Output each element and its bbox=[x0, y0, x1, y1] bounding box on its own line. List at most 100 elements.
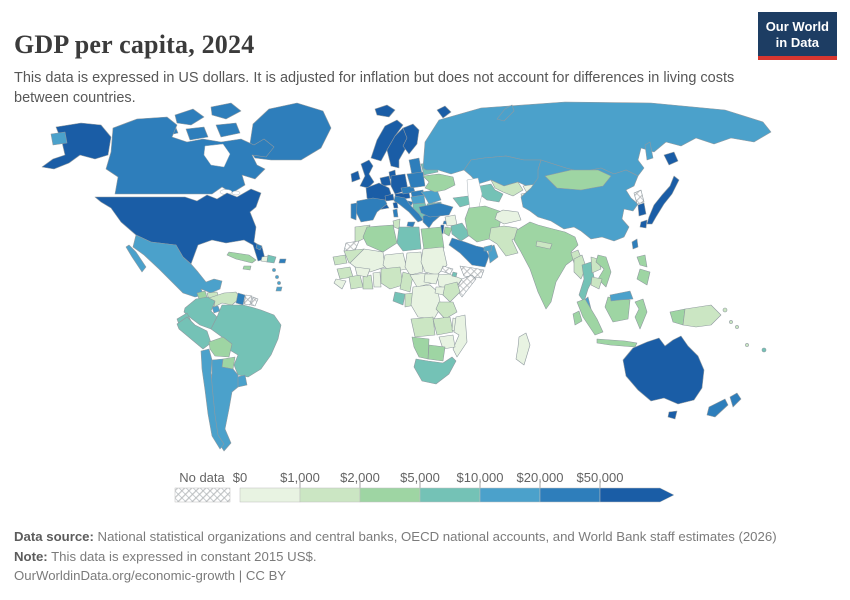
country-malaysia-borneo[interactable] bbox=[609, 290, 634, 302]
country-cameroon[interactable] bbox=[399, 271, 414, 293]
country-cuba[interactable] bbox=[226, 251, 257, 264]
country-canada-arctic[interactable] bbox=[215, 122, 241, 138]
country-northkorea[interactable] bbox=[633, 189, 645, 205]
country-afghanistan[interactable] bbox=[494, 209, 522, 225]
country-italy-sicily[interactable] bbox=[406, 221, 416, 228]
country-nigeria[interactable] bbox=[380, 266, 404, 290]
country-ireland[interactable] bbox=[350, 170, 361, 183]
country-ghana[interactable] bbox=[362, 274, 374, 290]
country-japan-honshu[interactable] bbox=[646, 175, 680, 225]
country-zimbabwe[interactable] bbox=[438, 334, 456, 350]
country-vanuatu[interactable] bbox=[745, 343, 749, 347]
country-png[interactable] bbox=[682, 304, 722, 328]
legend-swatch-bin5[interactable] bbox=[539, 487, 601, 503]
country-indonesia-borneo[interactable] bbox=[604, 296, 631, 323]
country-usa-alaska[interactable] bbox=[41, 122, 112, 170]
country-uzbekistan[interactable] bbox=[490, 179, 524, 197]
country-southkorea[interactable] bbox=[637, 202, 647, 217]
country-egypt[interactable] bbox=[420, 226, 445, 251]
country-portugal[interactable] bbox=[350, 202, 358, 221]
country-southsudan[interactable] bbox=[423, 273, 440, 285]
legend-swatch-bin6-arrow[interactable] bbox=[599, 487, 675, 503]
country-indonesia-sulawesi[interactable] bbox=[634, 298, 648, 330]
legend-swatch-bin0[interactable] bbox=[239, 487, 301, 503]
country-poland[interactable] bbox=[406, 171, 426, 189]
country-cambodia[interactable] bbox=[590, 276, 603, 290]
country-mexico[interactable] bbox=[132, 234, 223, 298]
owid-url-link[interactable]: OurWorldinData.org/economic-growth bbox=[14, 568, 236, 584]
country-indonesia-sumatra[interactable] bbox=[576, 298, 604, 336]
country-tanzania[interactable] bbox=[435, 301, 458, 320]
country-chile[interactable] bbox=[200, 348, 225, 450]
country-jordan[interactable] bbox=[443, 226, 453, 237]
country-jamaica[interactable] bbox=[242, 265, 252, 271]
country-guyana[interactable] bbox=[235, 292, 246, 306]
country-puertorico[interactable] bbox=[278, 258, 287, 264]
country-gabon[interactable] bbox=[392, 291, 406, 306]
country-southafrica[interactable] bbox=[413, 356, 457, 385]
country-botswana[interactable] bbox=[427, 344, 446, 362]
country-iceland[interactable] bbox=[374, 104, 396, 118]
legend-swatch-bin1[interactable] bbox=[299, 487, 361, 503]
country-solomon[interactable] bbox=[735, 325, 739, 329]
country-nz-south[interactable] bbox=[706, 398, 729, 418]
country-pakistan[interactable] bbox=[488, 225, 520, 257]
cc-by-link[interactable]: CC BY bbox=[245, 568, 287, 584]
country-syria[interactable] bbox=[444, 214, 458, 227]
country-philippines[interactable] bbox=[636, 254, 648, 268]
country-bahamas[interactable] bbox=[255, 243, 263, 251]
country-russia-sakhalin[interactable] bbox=[644, 141, 654, 161]
country-bolivia[interactable] bbox=[208, 336, 233, 358]
country-italy[interactable] bbox=[393, 195, 424, 223]
country-djibouti[interactable] bbox=[451, 271, 458, 278]
country-philippines[interactable] bbox=[636, 268, 651, 286]
country-antilles[interactable] bbox=[272, 268, 276, 272]
country-uae[interactable] bbox=[483, 244, 493, 252]
country-angola[interactable] bbox=[410, 316, 436, 338]
country-canada-arctic[interactable] bbox=[210, 102, 242, 120]
owid-logo[interactable]: Our World in Data bbox=[757, 12, 837, 60]
country-yemen[interactable] bbox=[459, 265, 485, 279]
country-kenya[interactable] bbox=[442, 281, 461, 303]
country-libya[interactable] bbox=[396, 226, 422, 252]
country-ukraine[interactable] bbox=[422, 173, 456, 193]
country-norway[interactable] bbox=[370, 119, 404, 162]
legend-no-data-swatch[interactable] bbox=[174, 487, 231, 503]
country-antilles[interactable] bbox=[277, 281, 281, 285]
country-burkina[interactable] bbox=[354, 266, 371, 278]
country-uk[interactable] bbox=[359, 159, 375, 189]
country-ivorycoast[interactable] bbox=[348, 274, 364, 290]
legend-swatch-bin4[interactable] bbox=[479, 487, 541, 503]
country-mozambique[interactable] bbox=[452, 314, 468, 358]
country-fiji[interactable] bbox=[761, 347, 767, 353]
country-dominican[interactable] bbox=[266, 254, 277, 264]
country-png-islands[interactable] bbox=[722, 307, 728, 313]
country-suriname[interactable] bbox=[243, 294, 253, 306]
country-chad[interactable] bbox=[404, 251, 424, 276]
country-nepal[interactable] bbox=[535, 240, 553, 250]
country-canada-arctic[interactable] bbox=[174, 108, 205, 126]
country-japan-kyushu[interactable] bbox=[639, 219, 648, 229]
country-drc[interactable] bbox=[410, 284, 442, 320]
country-frguiana[interactable] bbox=[250, 296, 259, 307]
country-nz-north[interactable] bbox=[729, 392, 742, 408]
country-india[interactable] bbox=[513, 221, 579, 310]
country-algeria[interactable] bbox=[362, 224, 398, 253]
country-namibia[interactable] bbox=[411, 336, 430, 360]
country-turkey[interactable] bbox=[418, 202, 454, 218]
country-mexico-baja[interactable] bbox=[125, 244, 147, 273]
country-iraq[interactable] bbox=[450, 222, 471, 242]
legend-swatch-bin3[interactable] bbox=[419, 487, 481, 503]
country-solomon[interactable] bbox=[729, 320, 733, 324]
country-mali[interactable] bbox=[349, 248, 386, 273]
country-canada[interactable] bbox=[105, 116, 275, 195]
country-senegal[interactable] bbox=[332, 254, 348, 266]
country-norway-svalbard[interactable] bbox=[436, 105, 452, 119]
country-australia-tasmania[interactable] bbox=[667, 410, 678, 420]
country-togobenin[interactable] bbox=[372, 271, 382, 288]
country-srilanka[interactable] bbox=[572, 310, 583, 326]
country-madagascar[interactable] bbox=[515, 332, 531, 366]
country-indonesia-java[interactable] bbox=[596, 338, 638, 348]
country-saudi[interactable] bbox=[448, 237, 490, 268]
country-sierraleone[interactable] bbox=[333, 278, 347, 290]
